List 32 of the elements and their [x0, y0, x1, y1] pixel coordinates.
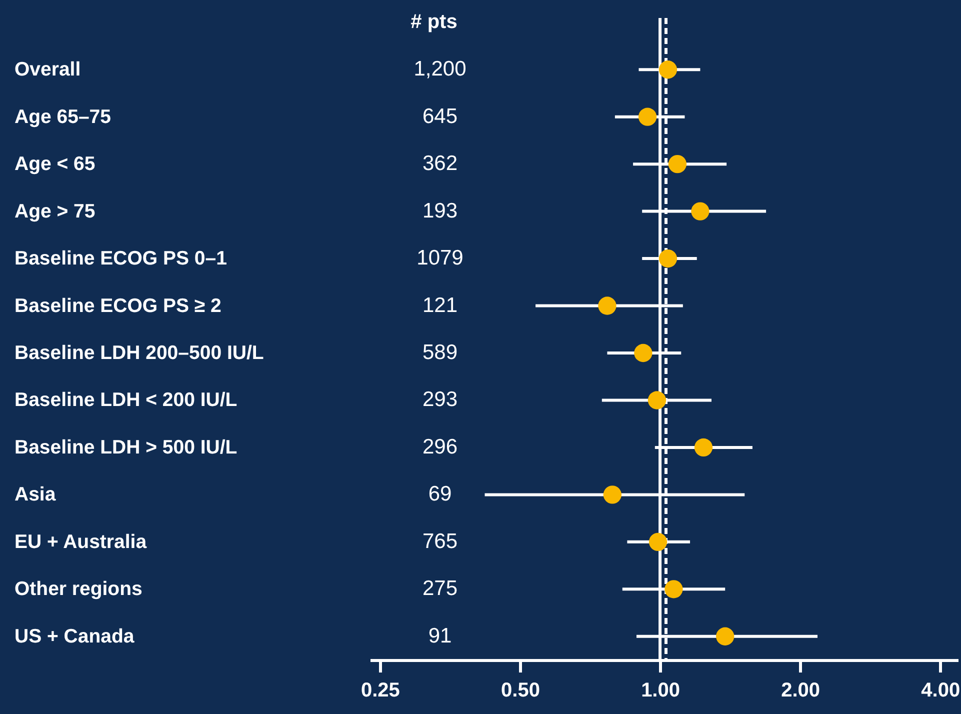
annotation: 193 [422, 199, 458, 222]
x-tick-label: 4.00 [921, 680, 960, 702]
y-tick-label: Baseline ECOG PS 0–1 [14, 248, 228, 270]
annotation: 1,200 [414, 58, 466, 81]
y-tick-label: Baseline LDH < 200 IU/L [14, 389, 238, 412]
y-tick-label: Baseline LDH > 500 IU/L [14, 436, 238, 458]
y-tick-label: Baseline ECOG PS ≥ 2 [14, 294, 222, 317]
annotation: 296 [422, 435, 458, 458]
x-tick-label: 2.00 [781, 680, 820, 702]
y-tick-label: Overall [14, 58, 81, 81]
annotation: 121 [422, 294, 458, 317]
annotation: 765 [422, 530, 458, 553]
annotation: 275 [422, 577, 458, 600]
annotation: 362 [422, 152, 458, 176]
annotation: 1079 [416, 246, 464, 270]
annotation: 589 [422, 341, 458, 364]
y-tick-label: Baseline LDH 200–500 IU/L [14, 342, 264, 364]
annotation: 91 [428, 624, 452, 648]
y-tick-label: Age > 75 [14, 200, 96, 222]
annotation: 645 [422, 104, 458, 128]
y-tick-label: Age < 65 [14, 153, 96, 176]
annotation: 69 [428, 482, 452, 506]
x-tick-label: 0.50 [501, 680, 540, 702]
y-tick-label: US + Canada [14, 625, 134, 648]
annotation: # pts [410, 11, 458, 33]
x-tick-label: 1.00 [641, 680, 680, 702]
y-tick-label: Asia [14, 484, 56, 506]
x-tick-label: 0.25 [360, 680, 400, 702]
y-tick-label: EU + Australia [14, 530, 147, 553]
y-tick-label: Age 65–75 [14, 106, 112, 128]
y-tick-label: Other regions [14, 578, 143, 600]
annotation: 293 [422, 388, 458, 412]
